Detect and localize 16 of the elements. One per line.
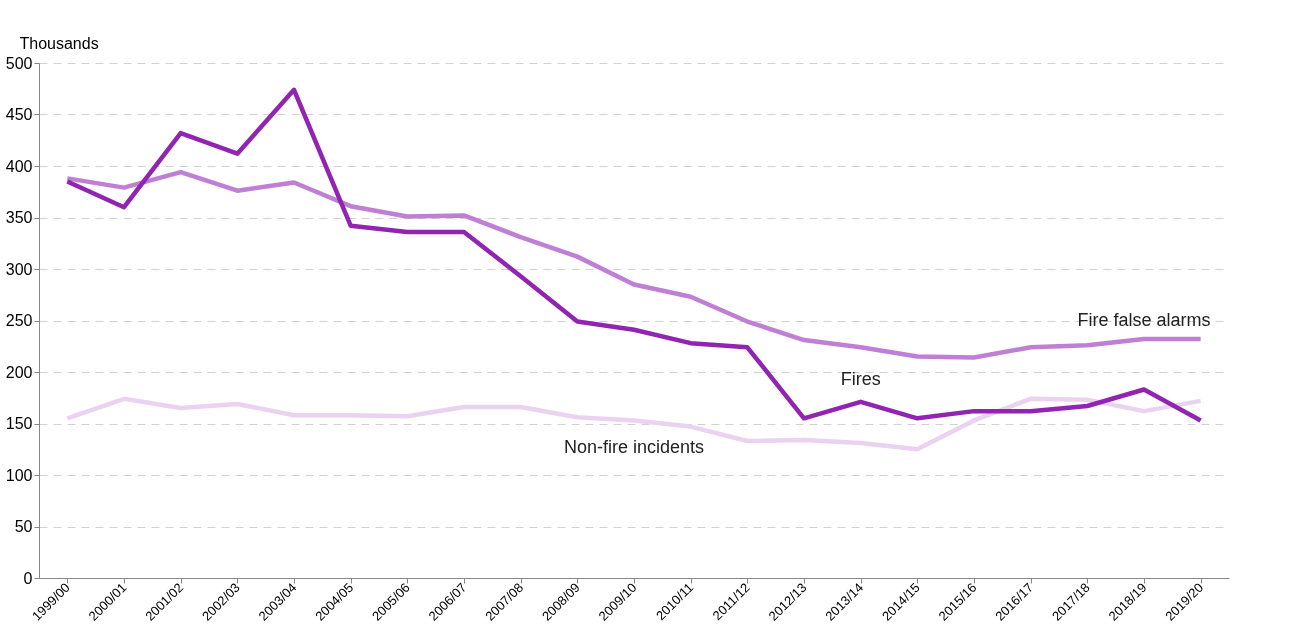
y-tick-label: 100 (5, 466, 33, 484)
y-axis-title: Thousands (19, 34, 99, 52)
series-label: Non-fire incidents (563, 437, 705, 458)
y-tick-label: 450 (5, 106, 33, 123)
y-tick-label: 50 (14, 518, 33, 535)
y-tick-label: 300 (5, 260, 33, 278)
line-series (65, 396, 1203, 452)
y-tick-label: 250 (5, 312, 33, 329)
y-tick-label: 350 (5, 209, 33, 226)
y-tick-label: 200 (5, 363, 33, 381)
y-tick-label: 400 (5, 157, 33, 175)
y-tick-label: 150 (5, 415, 33, 432)
y-tick-label: 0 (23, 569, 33, 587)
series-label: Fires (840, 368, 881, 389)
y-tick-label: 500 (5, 54, 33, 72)
series-label: Fire false alarms (1077, 310, 1211, 331)
